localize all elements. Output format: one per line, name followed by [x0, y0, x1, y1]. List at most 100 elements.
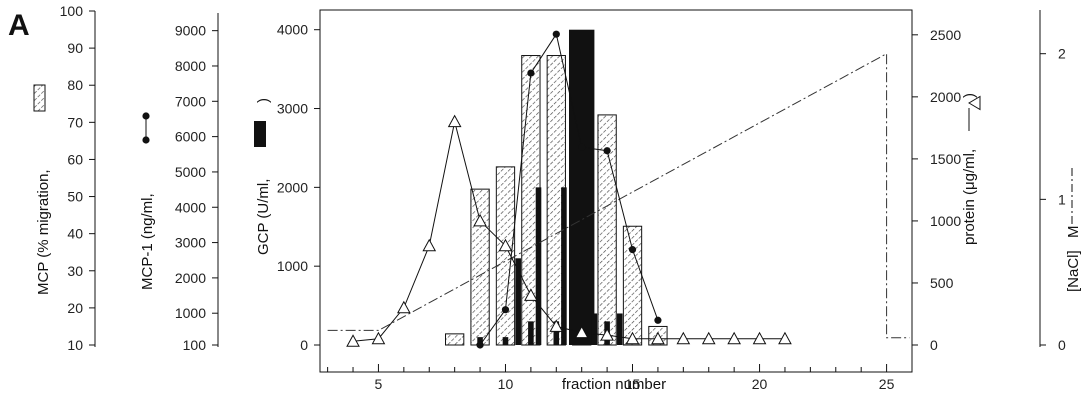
nacl-tick-label: 1 [1058, 191, 1066, 207]
protein-point [600, 328, 614, 341]
x-tick-label: 25 [879, 376, 895, 392]
protein-point [397, 300, 411, 314]
gcp-bar [561, 187, 567, 345]
mcp1-point [628, 246, 637, 254]
mcp-axis-title: MCP (% migration, [35, 169, 52, 295]
gcp-bar [535, 187, 542, 345]
protein-point [346, 334, 360, 347]
gcp-bar [515, 258, 521, 345]
mcp-tick-label: 30 [67, 263, 83, 279]
mcp1-legend-symbol [142, 112, 150, 144]
protein-axis-title: protein (μg/ml, [961, 149, 978, 245]
gcp-bar [617, 313, 623, 345]
nacl-axis-title: [NaCl] [1065, 250, 1082, 292]
protein-point [727, 331, 741, 345]
mcp-tick-label: 50 [67, 189, 83, 205]
protein-point [752, 331, 767, 345]
mcp1-point [578, 143, 586, 151]
protein-point [371, 331, 386, 345]
series-lines [327, 32, 910, 346]
mcp1-tick-label: 7000 [175, 93, 206, 109]
nacl-tick-label: 0 [1058, 337, 1066, 353]
mcp1-tick-label: 4000 [175, 199, 206, 215]
gcp-bar [553, 321, 560, 345]
mcp-tick-label: 90 [67, 40, 83, 56]
plot-frame [319, 9, 913, 373]
protein-axis-title-end: ) [961, 93, 978, 98]
bars [445, 29, 668, 346]
mcp1-point [501, 306, 510, 314]
protein-point [574, 325, 589, 339]
series-markers [346, 30, 792, 349]
x-tick-label: 10 [498, 376, 514, 392]
mcp-bar [445, 333, 465, 346]
mcp1-tick-label: 5000 [175, 164, 206, 180]
nacl-line [327, 52, 910, 339]
protein-legend-symbol [968, 95, 981, 131]
protein-point [473, 213, 487, 227]
mcp-tick-label: 60 [67, 151, 83, 167]
protein-point [625, 331, 640, 345]
protein-point [447, 114, 462, 128]
gcp-bar [528, 321, 534, 345]
protein-tick-label: 2000 [930, 89, 961, 105]
protein-point [778, 331, 792, 345]
mcp1-point [527, 69, 535, 77]
protein-point [676, 331, 691, 345]
mcp1-tick-label: 6000 [175, 129, 206, 145]
mcp1-point [476, 341, 484, 349]
protein-line [352, 121, 785, 342]
mcp-bar [622, 225, 643, 346]
mcp1-point [603, 147, 611, 155]
protein-tick-label: 1000 [930, 213, 961, 229]
mcp1-tick-label: 3000 [175, 235, 206, 251]
protein-point [701, 331, 716, 345]
gcp-tick-label: 1000 [277, 258, 308, 274]
gcp-tick-label: 3000 [277, 101, 308, 117]
mcp-tick-label: 10 [67, 337, 83, 353]
gcp-bar [477, 337, 483, 345]
panel-label: A [8, 9, 30, 42]
mcp-tick-label: 40 [67, 226, 83, 242]
gcp-bar [568, 29, 595, 346]
protein-tick-label: 1500 [930, 151, 961, 167]
protein-tick-label: 500 [930, 275, 954, 291]
protein-tick-label: 0 [930, 337, 938, 353]
gcp-bar [502, 337, 509, 345]
protein-point [651, 331, 665, 345]
axes: 1020304050607080901001001000200030004000… [60, 3, 1066, 392]
gcp-bar [591, 313, 598, 345]
mcp1-point [552, 30, 560, 38]
protein-point [498, 238, 513, 252]
mcp1-tick-label: 9000 [175, 23, 206, 39]
nacl-axis-unit: M [1065, 226, 1082, 239]
protein-tick-label: 2500 [930, 27, 961, 43]
x-tick-label: 5 [375, 376, 383, 392]
mcp1-tick-label: 100 [183, 337, 207, 353]
nacl-tick-label: 2 [1058, 46, 1066, 62]
protein-point [524, 288, 538, 301]
gcp-tick-label: 4000 [277, 22, 308, 38]
mcp-bar [470, 188, 490, 346]
gcp-axis-title-end: ) [255, 98, 272, 103]
mcp-tick-label: 70 [67, 114, 83, 130]
mcp1-tick-label: 2000 [175, 270, 206, 286]
protein-point [422, 238, 437, 252]
mcp1-point [654, 316, 662, 324]
gcp-tick-label: 2000 [277, 179, 308, 195]
protein-point [549, 319, 564, 332]
mcp1-tick-label: 1000 [175, 305, 206, 321]
gcp-tick-label: 0 [300, 337, 308, 353]
mcp-tick-label: 20 [67, 300, 83, 316]
mcp1-tick-label: 8000 [175, 58, 206, 74]
x-tick-label: 20 [752, 376, 768, 392]
gcp-legend-swatch [254, 121, 266, 147]
gcp-axis-title: GCP (U/ml, [255, 179, 272, 255]
x-axis-title: fraction number [562, 376, 666, 393]
mcp-legend-swatch [33, 84, 46, 112]
mcp-tick-label: 80 [67, 77, 83, 93]
x-tick-label: 15 [625, 376, 641, 392]
mcp1-axis-title: MCP-1 (ng/ml, [139, 193, 156, 290]
mcp1-line [479, 32, 659, 346]
